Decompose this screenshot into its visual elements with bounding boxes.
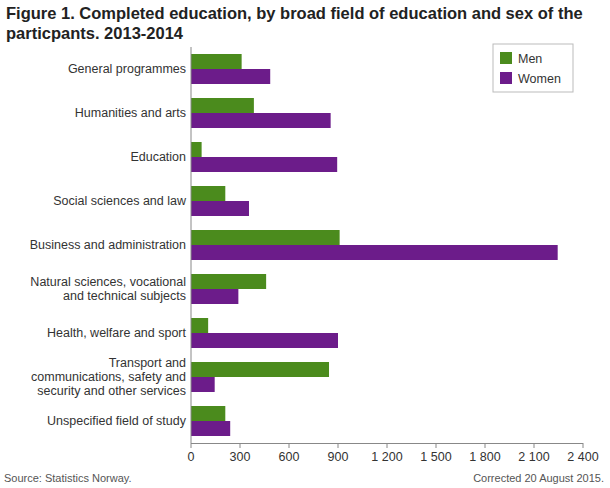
tick-label: 600 (279, 450, 300, 464)
tick (436, 443, 437, 448)
tick-label: 0 (188, 450, 195, 464)
bar (191, 362, 329, 377)
bar (191, 318, 208, 333)
bar (191, 421, 230, 436)
note: Corrected 20 August 2015. (473, 472, 604, 484)
tick (485, 443, 486, 448)
bar (191, 274, 266, 289)
category-label-line: and technical subjects (63, 289, 186, 303)
tick (534, 443, 535, 448)
bar (191, 113, 331, 128)
category-label: Unspecified field of study (47, 414, 187, 428)
legend-swatch (500, 72, 512, 84)
legend-label: Women (518, 72, 561, 86)
bar (191, 245, 558, 260)
tick (191, 443, 192, 448)
legend-swatch (500, 52, 512, 64)
bar (191, 142, 202, 157)
tick-label: 300 (230, 450, 251, 464)
bar (191, 54, 242, 69)
category-label: Education (130, 150, 186, 164)
category-label-line: Education (130, 150, 186, 164)
title: Figure 1. Completed education, by broad … (6, 3, 606, 43)
category-label-line: Humanities and arts (75, 106, 186, 120)
bar (191, 201, 249, 216)
category-label: Social sciences and law (53, 194, 187, 208)
tick (583, 443, 584, 448)
tick-label: 1 200 (371, 450, 402, 464)
category-label: Transport andcommunications, safety ands… (31, 356, 186, 398)
tick (338, 443, 339, 448)
category-label-line: Business and administration (30, 238, 186, 252)
tick-label: 1 800 (469, 450, 500, 464)
tick (240, 443, 241, 448)
category-label-line: security and other services (37, 384, 186, 398)
category-label-line: Unspecified field of study (47, 414, 187, 428)
y-axis (191, 47, 192, 443)
bar (191, 186, 225, 201)
category-label-line: Health, welfare and sport (47, 326, 186, 340)
category-label-line: Natural sciences, vocational (30, 275, 186, 289)
category-label-line: communications, safety and (31, 370, 186, 384)
category-label: Natural sciences, vocationaland technica… (30, 275, 186, 303)
legend-label: Men (518, 52, 542, 66)
category-label-line: Social sciences and law (53, 194, 187, 208)
bar (191, 406, 225, 421)
category-label: General programmes (68, 62, 186, 76)
category-label: Business and administration (30, 238, 186, 252)
bar (191, 377, 215, 392)
source: Source: Statistics Norway. (4, 472, 132, 484)
tick (289, 443, 290, 448)
tick-label: 2 100 (518, 450, 549, 464)
bar (191, 157, 337, 172)
bar (191, 333, 338, 348)
bar (191, 230, 340, 245)
category-label: Health, welfare and sport (47, 326, 186, 340)
legend-box (493, 44, 573, 92)
bar (191, 289, 238, 304)
tick-label: 1 500 (420, 450, 451, 464)
tick-label: 2 400 (567, 450, 598, 464)
tick (387, 443, 388, 448)
category-label: Humanities and arts (75, 106, 186, 120)
bars (191, 54, 558, 436)
category-label-line: General programmes (68, 62, 186, 76)
bar (191, 98, 254, 113)
bar (191, 69, 270, 84)
legend: Men Women (493, 44, 573, 92)
category-label-line: Transport and (109, 356, 186, 370)
tick-label: 900 (328, 450, 349, 464)
